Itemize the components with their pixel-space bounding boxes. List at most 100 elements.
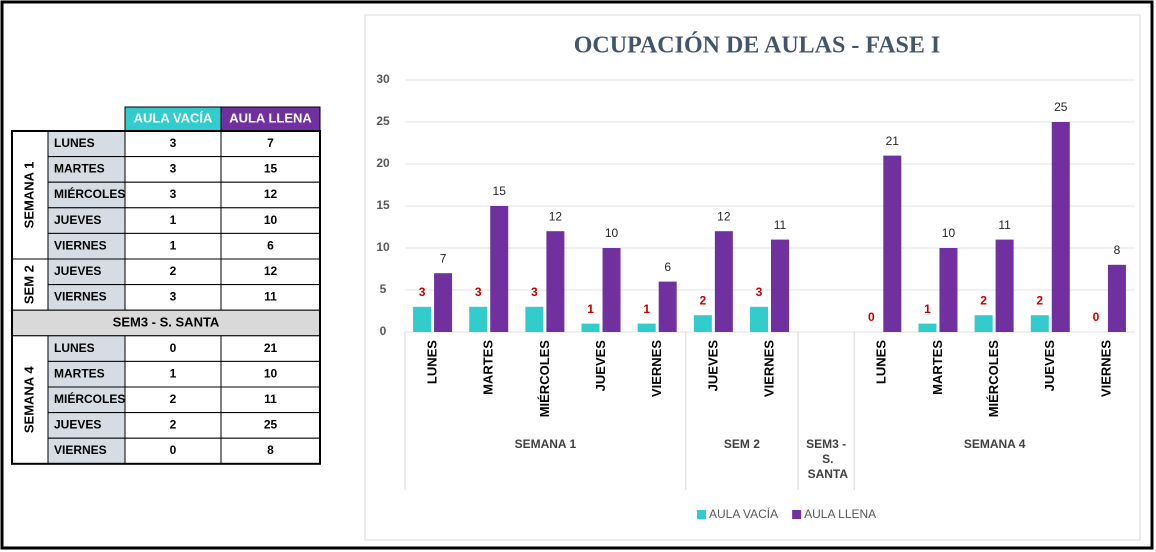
value-cell	[220, 207, 321, 234]
day-label: JUEVES	[54, 213, 101, 227]
group-label: SEM3 - S. SANTA	[804, 437, 848, 481]
value-label: 7	[267, 136, 274, 150]
group-label: SEM3 - S. SANTA	[113, 314, 220, 329]
value-label: 15	[264, 162, 278, 176]
y-tick-label: 0	[380, 324, 387, 338]
y-tick-label: 30	[376, 72, 390, 86]
value-label: 10	[264, 366, 278, 380]
bar	[995, 239, 1014, 332]
value-cell	[124, 386, 222, 414]
bar	[658, 281, 677, 332]
value-cell	[124, 130, 222, 158]
value-label: 6	[267, 238, 274, 252]
x-tick-label: JUEVES	[593, 340, 608, 392]
legend-swatch	[697, 510, 706, 519]
bar	[546, 231, 565, 332]
bar	[434, 273, 453, 332]
value-cell	[124, 181, 222, 209]
value-label: 3	[170, 136, 177, 150]
bar	[413, 306, 432, 332]
data-label: 10	[942, 226, 956, 240]
value-cell	[220, 335, 321, 362]
value-cell	[124, 232, 222, 260]
bar	[1030, 315, 1049, 332]
data-label: 12	[717, 209, 731, 223]
value-label: 2	[170, 392, 177, 406]
value-label: 11	[264, 290, 277, 304]
data-label: 8	[1114, 243, 1121, 257]
header-cell	[124, 106, 222, 132]
value-cell	[220, 437, 321, 465]
value-label: 0	[170, 443, 177, 457]
data-label: 3	[531, 285, 538, 299]
bar	[1107, 264, 1126, 332]
x-tick-label: VIERNES	[649, 340, 664, 397]
day-label: MARTES	[54, 162, 105, 176]
bar	[750, 306, 768, 332]
data-label: 0	[1093, 310, 1100, 324]
chart-title: OCUPACIÓN DE AULAS - FASE I	[574, 32, 940, 59]
day-label: JUEVES	[54, 264, 101, 278]
group-row	[11, 309, 321, 337]
data-label: 25	[1054, 100, 1068, 114]
bar	[581, 323, 600, 332]
x-tick-label: JUEVES	[1042, 340, 1057, 392]
bar	[693, 315, 712, 332]
legend-label: AULA LLENA	[804, 507, 876, 521]
day-cell	[47, 335, 126, 362]
value-label: 3	[170, 162, 177, 176]
data-label: 3	[756, 285, 763, 299]
header-label: AULA LLENA	[229, 110, 312, 125]
data-label: 1	[924, 302, 931, 316]
value-label: 1	[170, 238, 177, 252]
y-tick-label: 10	[376, 240, 390, 254]
bar	[1051, 122, 1070, 332]
day-cell	[47, 258, 126, 286]
bar	[714, 231, 733, 332]
bar	[771, 239, 789, 332]
value-label: 2	[170, 264, 177, 278]
day-label: VIERNES	[54, 238, 107, 252]
x-tick-label: MARTES	[930, 340, 945, 395]
day-label: JUEVES	[54, 418, 101, 432]
x-tick-label: LUNES	[874, 340, 889, 384]
value-cell	[124, 258, 222, 286]
data-label: 2	[980, 293, 987, 307]
value-cell	[220, 386, 321, 414]
data-label: 12	[549, 209, 563, 223]
x-tick-label: VIERNES	[761, 340, 776, 397]
value-label: 11	[264, 392, 277, 406]
group-label: SEMANA 1	[21, 162, 36, 229]
legend-swatch	[792, 510, 802, 519]
value-label: 25	[264, 418, 278, 432]
data-label: 11	[774, 218, 787, 232]
bar	[939, 248, 958, 332]
group-cell	[11, 258, 49, 311]
day-label: MARTES	[54, 366, 105, 380]
value-label: 21	[264, 341, 278, 355]
data-label: 7	[440, 251, 447, 265]
x-tick-label: JUEVES	[705, 340, 720, 392]
group-label: SEM 2	[21, 265, 36, 304]
day-label: LUNES	[54, 341, 95, 355]
day-label: VIERNES	[54, 443, 107, 457]
table-border	[11, 130, 321, 465]
day-label: MIÉRCOLES	[54, 186, 125, 201]
group-label: SEM 2	[724, 437, 760, 451]
value-cell	[124, 437, 222, 465]
group-label: SEMANA 4	[964, 437, 1026, 451]
day-cell	[47, 207, 126, 234]
data-label: 3	[419, 285, 426, 299]
bar	[974, 315, 993, 332]
data-label: 6	[664, 260, 671, 274]
day-cell	[47, 232, 126, 260]
value-label: 1	[170, 366, 177, 380]
bar	[637, 323, 656, 332]
legend-label: AULA VACÍA	[709, 506, 778, 521]
data-label: 11	[998, 218, 1011, 232]
y-tick-label: 25	[376, 114, 390, 128]
value-label: 8	[267, 443, 274, 457]
value-label: 2	[170, 418, 177, 432]
value-label: 0	[170, 341, 177, 355]
bar	[469, 306, 488, 332]
